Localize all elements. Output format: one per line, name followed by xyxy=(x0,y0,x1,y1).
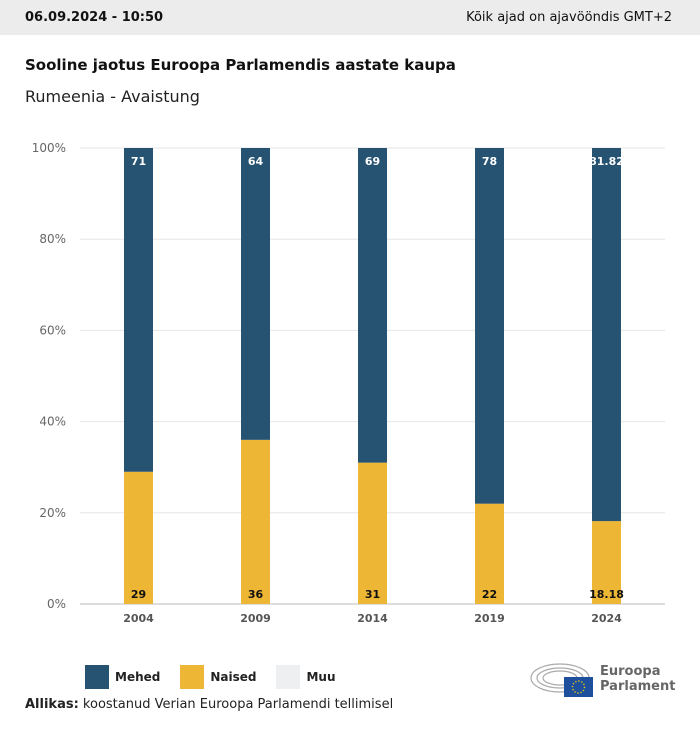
legend-swatch xyxy=(85,665,109,689)
logo-line2: Parlament xyxy=(600,679,676,694)
data-label-naised: 18.18 xyxy=(589,588,624,601)
datetime: 06.09.2024 - 10:50 xyxy=(25,10,164,25)
data-label-naised: 22 xyxy=(482,588,497,601)
ep-logo: Euroopa Parlament xyxy=(530,660,675,698)
parliament-hemicycle-icon xyxy=(530,663,593,697)
legend-label: Naised xyxy=(210,670,257,684)
legend-label: Mehed xyxy=(115,670,161,684)
source-note: Allikas: koostanud Verian Euroopa Parlam… xyxy=(25,697,393,712)
source-text: koostanud Verian Euroopa Parlamendi tell… xyxy=(78,697,394,712)
legend-item-naised[interactable]: Naised xyxy=(180,665,256,689)
header-bar: 06.09.2024 - 10:50 Kõik ajad on ajavöönd… xyxy=(0,0,700,35)
bar-mehed xyxy=(241,148,270,440)
bar-naised xyxy=(358,462,387,604)
chart-subtitle: Rumeenia - Avaistung xyxy=(25,87,200,106)
data-label-mehed: 78 xyxy=(482,155,497,168)
y-tick-label: 20% xyxy=(39,506,66,520)
legend-swatch xyxy=(276,665,301,689)
logo-line1: Euroopa xyxy=(600,664,661,679)
source-label: Allikas: xyxy=(25,697,79,712)
x-tick-label: 2004 xyxy=(123,612,154,625)
x-tick-label: 2014 xyxy=(357,612,388,625)
data-label-naised: 31 xyxy=(365,588,380,601)
legend-swatch xyxy=(180,665,205,689)
y-tick-label: 60% xyxy=(39,323,66,337)
y-tick-label: 40% xyxy=(39,415,66,429)
data-label-mehed: 64 xyxy=(248,155,264,168)
x-tick-label: 2024 xyxy=(591,612,622,625)
x-tick-label: 2009 xyxy=(240,612,271,625)
x-tick-label: 2019 xyxy=(474,612,505,625)
bar-mehed xyxy=(358,148,387,463)
y-tick-label: 100% xyxy=(32,141,66,155)
y-tick-label: 0% xyxy=(47,597,66,611)
data-label-naised: 29 xyxy=(131,588,146,601)
data-label-mehed: 69 xyxy=(365,155,380,168)
data-label-mehed: 81.82 xyxy=(589,155,624,168)
bar-mehed xyxy=(475,148,504,504)
bar-naised xyxy=(475,503,504,604)
chart-title: Sooline jaotus Euroopa Parlamendis aasta… xyxy=(25,56,456,74)
legend-item-mehed[interactable]: Mehed xyxy=(85,665,160,689)
legend: Mehed Naised Muu xyxy=(85,665,356,689)
legend-item-muu[interactable]: Muu xyxy=(276,665,336,689)
stacked-bar-chart: 0% 20% 40% 60% 80% 100% 29 71 2004 36 64 2009 31 69 20… xyxy=(32,141,665,625)
data-label-mehed: 71 xyxy=(131,155,146,168)
bar-naised xyxy=(124,471,153,604)
data-label-naised: 36 xyxy=(248,588,264,601)
bar-mehed xyxy=(124,148,153,472)
timezone-note: Kõik ajad on ajavööndis GMT+2 xyxy=(466,10,672,25)
legend-label: Muu xyxy=(306,670,336,684)
bar-naised xyxy=(241,439,270,604)
bar-mehed xyxy=(592,148,621,522)
bar-naised xyxy=(592,521,621,604)
y-tick-label: 80% xyxy=(39,232,66,246)
